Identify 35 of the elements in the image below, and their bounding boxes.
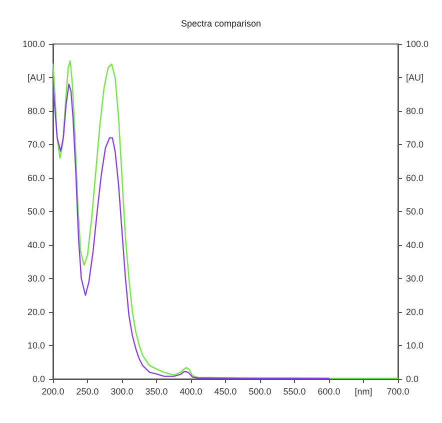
y-tick-label: 80.0 — [27, 106, 45, 116]
y-tick-label: 20.0 — [27, 307, 45, 317]
y-tick-label: [AU] — [27, 72, 45, 82]
y2-tick-label: 40.0 — [406, 240, 424, 250]
y2-tick-label: 30.0 — [406, 274, 424, 284]
y2-tick-label: 20.0 — [406, 307, 424, 317]
x-tick-label: 400.0 — [180, 386, 202, 396]
line-series — [52, 84, 330, 379]
y-tick-label: 30.0 — [27, 274, 45, 284]
x-tick-label: 600.0 — [318, 386, 340, 396]
x-tick-label: 700.0 — [386, 386, 410, 396]
x-tick-label: 350.0 — [145, 386, 168, 396]
x-tick-label: 250.0 — [76, 386, 99, 396]
y2-tick-label: 0.0 — [406, 374, 419, 384]
y2-tick-label: 10.0 — [406, 340, 424, 350]
x-tick-label: 550.0 — [283, 386, 306, 396]
x-tick-label: 200.0 — [42, 386, 64, 396]
chart-title: Spectra comparison — [180, 18, 262, 28]
y2-tick-label: 80.0 — [406, 106, 424, 116]
y2-tick-label: 70.0 — [406, 140, 424, 150]
y-tick-label: 40.0 — [27, 240, 45, 250]
y-tick-label: 10.0 — [27, 340, 45, 350]
y2-tick-label: [AU] — [406, 72, 424, 82]
x-tick-label: 450.0 — [214, 386, 237, 396]
y-tick-label: 60.0 — [27, 173, 45, 183]
y2-tick-label: 50.0 — [406, 206, 424, 216]
x-tick-label: 500.0 — [248, 386, 272, 396]
y2-tick-label: 60.0 — [406, 173, 424, 183]
y2-tick-label: 100.0 — [406, 39, 429, 49]
y-tick-label: 70.0 — [27, 140, 45, 150]
y-tick-label: 50.0 — [27, 206, 45, 216]
x-tick-label: [nm] — [354, 386, 372, 396]
x-tick-label: 300.0 — [110, 386, 134, 396]
y-tick-label: 0.0 — [32, 374, 45, 384]
y-tick-label: 100.0 — [22, 39, 45, 49]
